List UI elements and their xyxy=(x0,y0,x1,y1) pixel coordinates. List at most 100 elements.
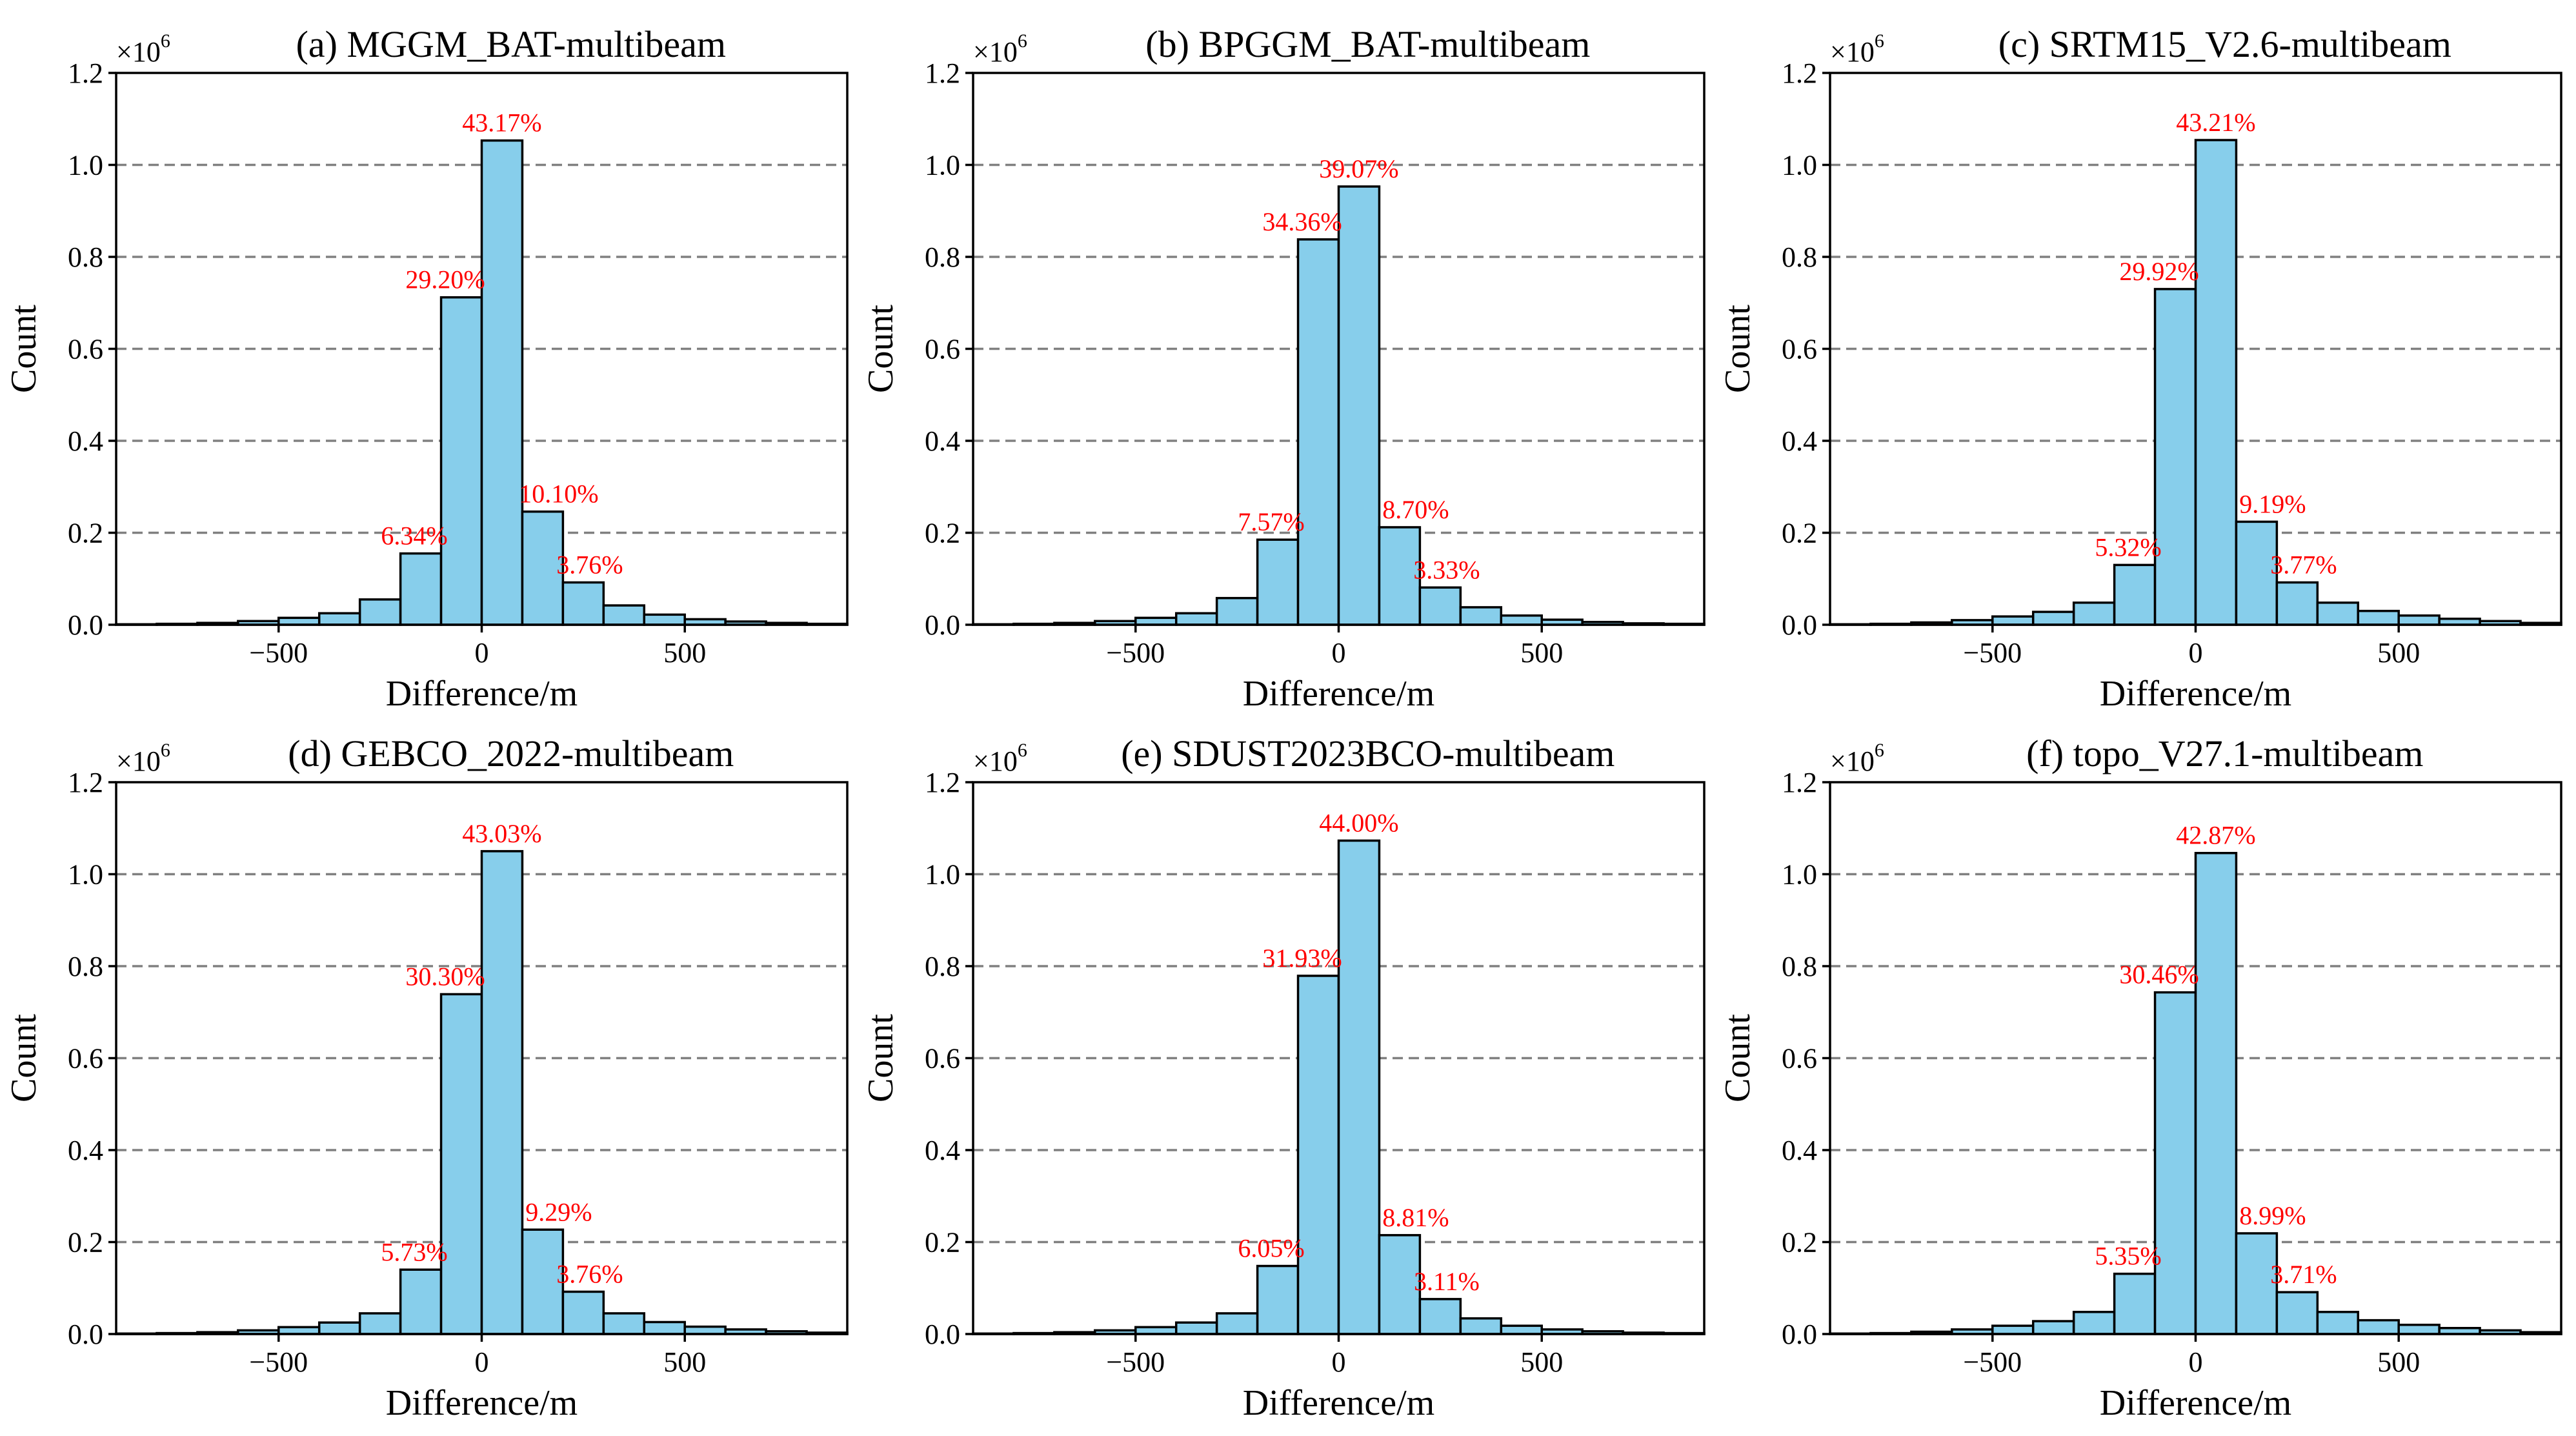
x-tick-label: 0 xyxy=(1332,1346,1346,1378)
x-tick-label: −500 xyxy=(249,1346,308,1378)
histogram-bar xyxy=(1991,1324,2035,1335)
histogram-bar xyxy=(1337,185,1381,626)
y-tick-label: 0.0 xyxy=(1782,609,1817,641)
y-tick-label: 1.2 xyxy=(68,57,103,89)
y-tick-label: 0.0 xyxy=(1782,1319,1817,1350)
axis-multiplier-base: ×10 xyxy=(1830,36,1875,68)
y-tick-label: 0.2 xyxy=(1782,1227,1817,1259)
axis-multiplier-base: ×10 xyxy=(116,36,161,68)
y-axis-label: Count xyxy=(861,1014,901,1102)
percentage-label: 3.11% xyxy=(1414,1267,1480,1296)
y-tick-label: 0.6 xyxy=(1782,1043,1817,1075)
percentage-label: 5.73% xyxy=(381,1237,447,1266)
panel-b: 0.0 0.2 0.4 0.6 0.8 1.0 1.2 −500 0 500 Difference/… xyxy=(861,23,1706,714)
y-tick-label: 0.2 xyxy=(1782,518,1817,549)
panel-d: 0.0 0.2 0.4 0.6 0.8 1.0 1.2 −500 0 500 Difference/… xyxy=(4,733,849,1423)
panel-title: (e) SDUST2023BCO-multibeam xyxy=(1121,733,1615,774)
histogram-bar xyxy=(1256,1264,1300,1335)
histogram-bar xyxy=(1174,612,1218,626)
histogram-bar xyxy=(399,552,443,626)
panel-title: (b) BPGGM_BAT-multibeam xyxy=(1145,23,1590,65)
histogram-bar xyxy=(2113,1272,2157,1335)
percentage-label: 9.19% xyxy=(2239,489,2306,518)
axis-multiplier: ×106 xyxy=(973,30,1027,68)
panel-a: 0.0 0.2 0.4 0.6 0.8 1.0 1.2 −500 0 500 Difference/… xyxy=(4,23,849,714)
axis-multiplier-base: ×10 xyxy=(116,745,161,777)
axis-multiplier: ×106 xyxy=(116,30,170,68)
histogram-bar xyxy=(1459,1317,1503,1335)
percentage-label: 3.71% xyxy=(2270,1260,2337,1289)
percentage-label: 34.36% xyxy=(1262,207,1342,236)
histogram-bar xyxy=(1296,975,1340,1335)
panel-title: (d) GEBCO_2022-multibeam xyxy=(288,733,734,774)
histogram-bar xyxy=(2072,1311,2116,1335)
y-tick-label: 1.2 xyxy=(1782,57,1817,89)
histogram-bar xyxy=(2357,1319,2400,1335)
axis-multiplier-exponent: 6 xyxy=(161,740,170,761)
percentage-label: 6.05% xyxy=(1238,1234,1304,1263)
y-tick-label: 1.2 xyxy=(1782,767,1817,798)
x-axis-label: Difference/m xyxy=(2100,674,2291,714)
percentage-label: 8.70% xyxy=(1382,495,1449,524)
axis-multiplier-exponent: 6 xyxy=(1875,740,1884,761)
y-tick-label: 0.2 xyxy=(68,518,103,549)
histogram-bar xyxy=(480,850,524,1335)
histogram-bar xyxy=(399,1268,443,1335)
panel-c: 0.0 0.2 0.4 0.6 0.8 1.0 1.2 −500 0 500 Difference/… xyxy=(1718,23,2562,714)
histogram-bar xyxy=(2153,991,2197,1335)
percentage-label: 30.30% xyxy=(405,962,485,991)
x-tick-label: −500 xyxy=(249,637,308,669)
percentage-label: 9.29% xyxy=(525,1197,592,1226)
y-tick-label: 0.8 xyxy=(1782,951,1817,982)
histogram-bar xyxy=(1256,538,1300,626)
percentage-label: 5.35% xyxy=(2095,1242,2161,1271)
histogram-bar xyxy=(1459,606,1503,626)
percentage-label: 5.32% xyxy=(2095,532,2161,561)
y-tick-label: 0.8 xyxy=(1782,241,1817,273)
y-tick-label: 0.6 xyxy=(925,334,960,365)
histogram-bar xyxy=(439,993,483,1335)
x-tick-label: 0 xyxy=(475,1346,489,1378)
histogram-bar xyxy=(317,612,361,626)
percentage-label: 39.07% xyxy=(1319,154,1398,183)
percentage-label: 3.77% xyxy=(2270,550,2337,579)
histogram-bar xyxy=(1500,614,1543,626)
histogram-bar xyxy=(561,581,605,626)
percentage-label: 43.17% xyxy=(462,108,541,137)
axis-multiplier-base: ×10 xyxy=(973,36,1018,68)
histogram-bar xyxy=(561,1290,605,1335)
panel-title: (a) MGGM_BAT-multibeam xyxy=(296,23,726,65)
x-tick-label: 500 xyxy=(663,637,706,669)
x-tick-label: 0 xyxy=(475,637,489,669)
y-tick-label: 0.4 xyxy=(1782,425,1817,457)
y-tick-label: 1.0 xyxy=(925,859,960,891)
y-tick-label: 0.4 xyxy=(68,1135,103,1166)
y-tick-label: 0.0 xyxy=(925,1319,960,1350)
y-tick-label: 1.2 xyxy=(68,767,103,798)
x-axis-label: Difference/m xyxy=(386,1383,578,1423)
percentage-label: 31.93% xyxy=(1262,944,1342,973)
histogram-bar xyxy=(2031,1320,2075,1335)
percentage-label: 44.00% xyxy=(1319,808,1398,837)
y-axis-label: Count xyxy=(4,1014,44,1102)
percentage-label: 42.87% xyxy=(2176,821,2255,850)
percentage-label: 3.76% xyxy=(556,550,623,579)
x-tick-label: 500 xyxy=(2377,637,2420,669)
y-axis-label: Count xyxy=(1718,305,1758,393)
histogram-bar xyxy=(643,1320,686,1335)
y-tick-label: 1.0 xyxy=(1782,859,1817,891)
x-tick-label: 500 xyxy=(2377,1346,2420,1378)
percentage-label: 6.34% xyxy=(381,521,447,551)
y-tick-label: 0.4 xyxy=(68,425,103,457)
y-tick-label: 0.4 xyxy=(925,1135,960,1166)
percentage-label: 29.20% xyxy=(405,265,485,294)
histogram-bar xyxy=(1500,1324,1543,1335)
axis-multiplier-exponent: 6 xyxy=(1875,30,1884,52)
y-tick-label: 1.0 xyxy=(68,859,103,891)
x-tick-label: −500 xyxy=(1106,1346,1165,1378)
axis-multiplier-exponent: 6 xyxy=(1018,30,1027,52)
x-axis-label: Difference/m xyxy=(1243,674,1434,714)
y-tick-label: 1.0 xyxy=(68,150,103,181)
axis-multiplier-exponent: 6 xyxy=(161,30,170,52)
